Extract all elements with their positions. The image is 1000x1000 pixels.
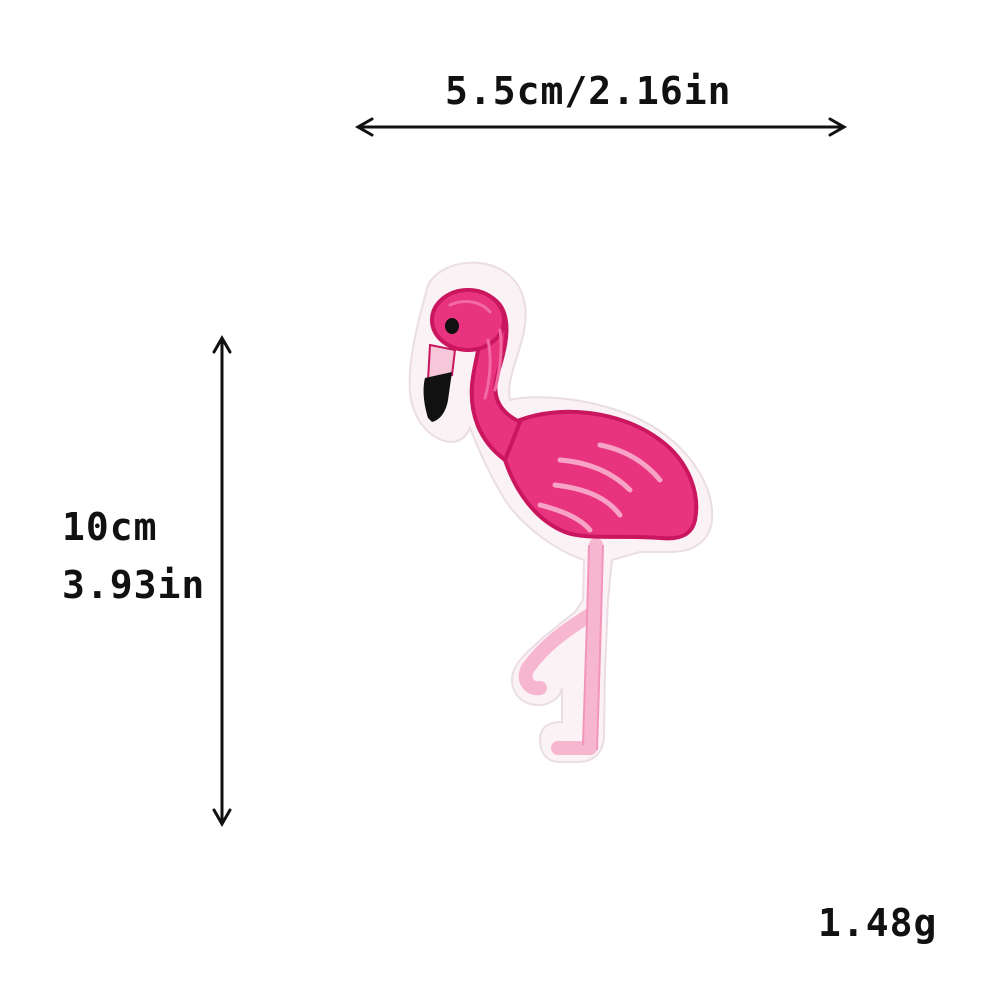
flamingo-head: [430, 288, 506, 352]
flamingo-beak-base: [426, 343, 457, 382]
height-measurement-in-label: 3.93in: [62, 563, 206, 607]
flamingo-patch-icon: [408, 261, 714, 763]
width-measurement-label: 5.5cm/2.16in: [445, 69, 732, 113]
flamingo-beak-tip: [423, 372, 452, 422]
width-arrow: [354, 117, 848, 137]
weight-label: 1.48g: [818, 901, 938, 945]
flamingo-eye: [445, 318, 459, 334]
height-measurement-cm-label: 10cm: [62, 505, 158, 549]
height-arrow: [212, 334, 232, 828]
